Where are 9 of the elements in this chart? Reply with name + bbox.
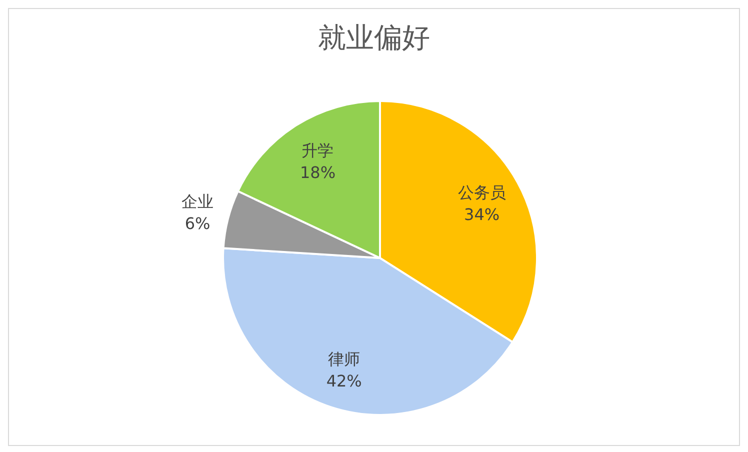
data-label: 34% (464, 205, 500, 224)
slice-label: 律师 (328, 349, 360, 368)
data-label: 18% (300, 162, 336, 182)
slice-label: 升学 (302, 140, 334, 160)
data-label: 42% (326, 371, 362, 390)
slice-label: 企业 (182, 192, 214, 212)
data-label: 6% (184, 214, 210, 234)
chart-title: 就业偏好 (317, 20, 431, 56)
slice-label: 公务员 (458, 183, 506, 202)
